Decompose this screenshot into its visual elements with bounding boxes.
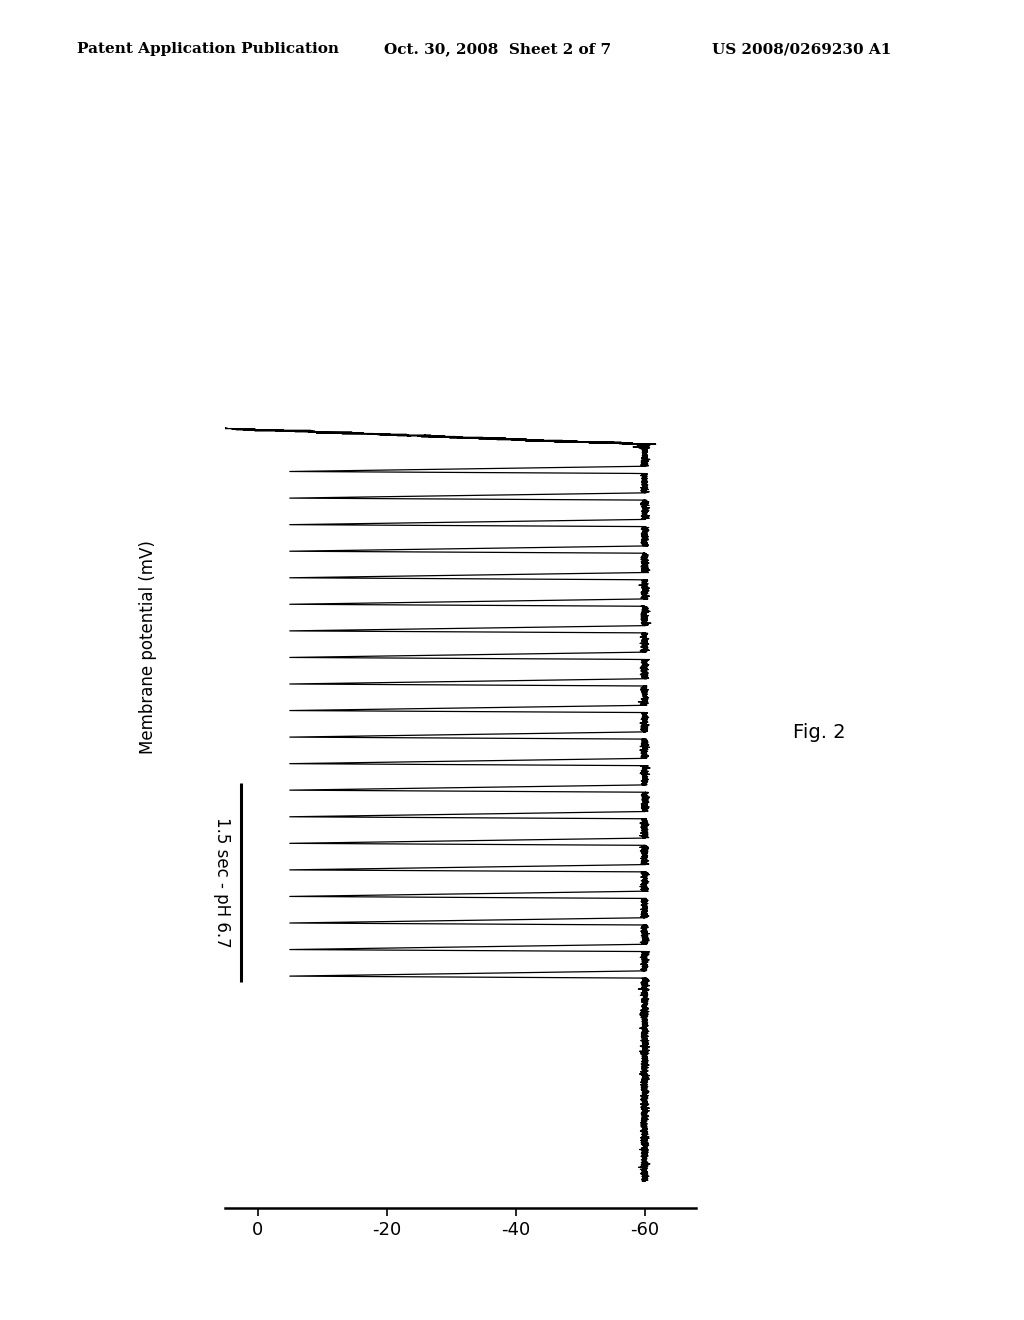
Text: Fig. 2: Fig. 2	[793, 723, 846, 742]
Text: 1.5 sec - pH 6.7: 1.5 sec - pH 6.7	[213, 817, 231, 948]
Text: Patent Application Publication: Patent Application Publication	[77, 42, 339, 57]
Text: US 2008/0269230 A1: US 2008/0269230 A1	[712, 42, 891, 57]
Text: Oct. 30, 2008  Sheet 2 of 7: Oct. 30, 2008 Sheet 2 of 7	[384, 42, 611, 57]
Text: Membrane potential (mV): Membrane potential (mV)	[139, 540, 158, 754]
